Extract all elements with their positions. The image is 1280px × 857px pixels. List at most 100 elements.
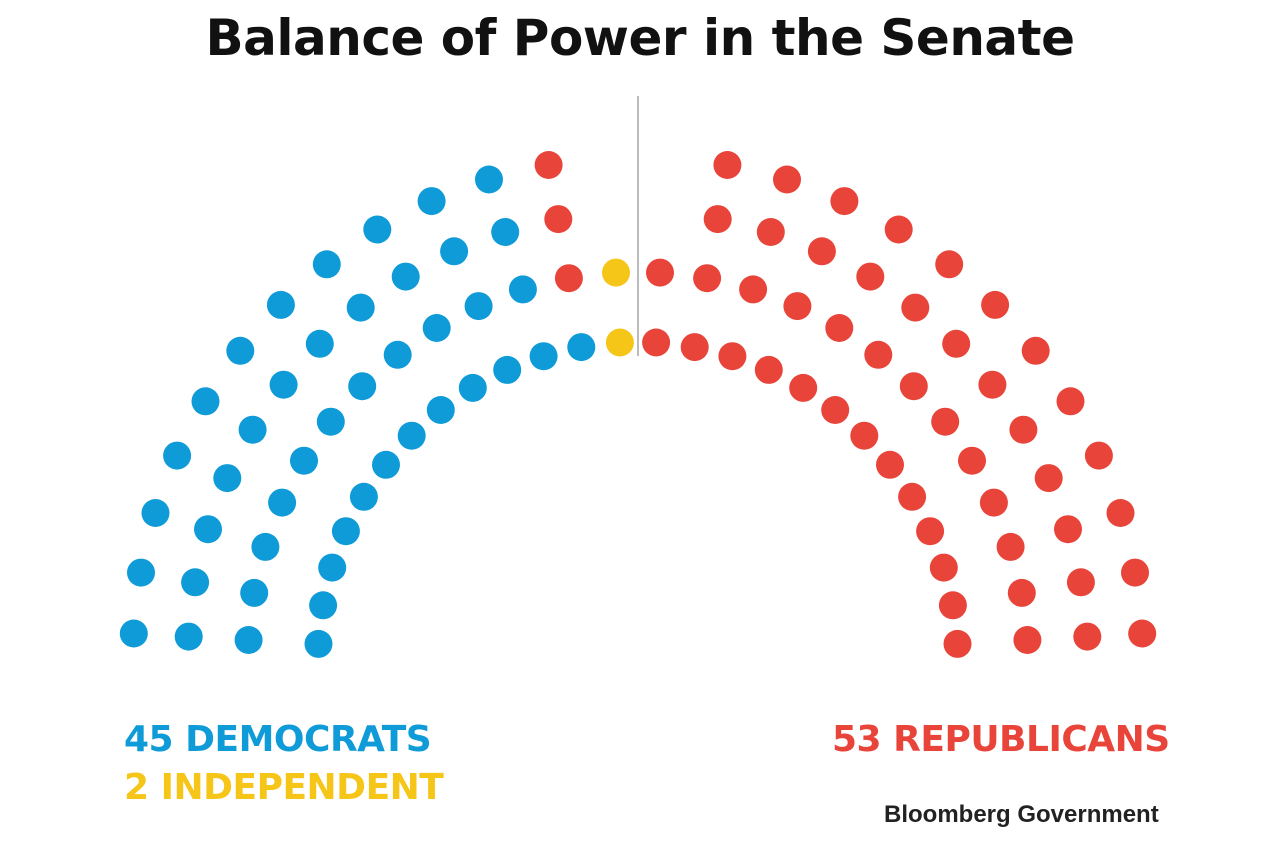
republican-seat — [1066, 568, 1095, 597]
democrat-seat — [141, 499, 170, 527]
republican-seat — [554, 264, 583, 293]
democrat-seat — [397, 421, 426, 450]
democrat-seat — [363, 215, 392, 244]
republican-seat — [938, 591, 967, 620]
democrat-seat — [312, 250, 341, 279]
democrat-seat — [491, 218, 520, 246]
democrat-seat — [422, 314, 451, 342]
republican-seat — [1073, 622, 1102, 651]
democrat-seat — [266, 290, 295, 319]
republican-seat — [876, 450, 904, 479]
republican-seat — [646, 258, 674, 287]
democrat-seat — [305, 329, 334, 358]
republican-seat — [864, 340, 893, 369]
republican-seat — [713, 151, 742, 179]
republican-seat — [544, 205, 573, 234]
republican-seat — [935, 250, 964, 279]
republican-seat — [680, 333, 709, 362]
republican-seat — [958, 446, 986, 475]
republican-seat — [929, 553, 958, 582]
democrat-seat — [331, 517, 360, 546]
democrat-seat — [475, 165, 503, 194]
republican-seat — [783, 292, 812, 321]
republican-seat — [1056, 387, 1085, 416]
republican-seat — [1007, 578, 1036, 607]
democrat-seat — [309, 591, 338, 620]
source-credit: Bloomberg Government — [884, 801, 1159, 828]
republican-seat — [901, 293, 930, 322]
democrat-seat — [348, 372, 377, 401]
democrat-seat — [251, 532, 280, 561]
republican-seat — [978, 370, 1007, 399]
republican-seat — [1084, 441, 1113, 470]
chart-title: Balance of Power in the Senate — [205, 9, 1075, 67]
republican-seat — [825, 314, 854, 342]
democrat-seat — [417, 187, 446, 216]
republican-seat — [756, 218, 785, 246]
republican-seat — [1034, 464, 1063, 493]
democrat-seat — [174, 622, 203, 651]
republican-seat — [830, 187, 859, 216]
democrat-seat — [238, 415, 267, 444]
democrat-seat — [163, 441, 192, 470]
democrat-seat — [529, 342, 558, 371]
republican-seat — [931, 407, 960, 436]
democrat-seat — [426, 396, 455, 424]
republicans-label: 53 REPUBLICANS — [832, 719, 1170, 760]
republican-seat — [1128, 619, 1157, 648]
republican-seat — [916, 517, 945, 546]
democrat-seat — [349, 482, 378, 511]
democrat-seat — [304, 629, 333, 658]
republican-seat — [1121, 558, 1149, 587]
independent-seat — [602, 258, 630, 287]
republican-seat — [1054, 515, 1082, 544]
republican-seat — [1009, 415, 1038, 444]
democrat-seat — [383, 340, 412, 369]
democrat-seat — [316, 407, 345, 436]
democrat-seat — [318, 553, 347, 582]
republican-seat — [739, 275, 768, 304]
republican-seat — [807, 237, 836, 266]
republican-seat — [718, 342, 747, 371]
republican-seat — [884, 215, 913, 244]
republican-seat — [898, 482, 927, 511]
republican-seat — [1013, 626, 1042, 654]
democrat-seat — [234, 626, 263, 654]
democrat-seat — [508, 275, 537, 304]
democrat-seat — [194, 515, 222, 544]
democrat-seat — [191, 387, 220, 416]
democrats-label: 45 DEMOCRATS — [124, 719, 432, 760]
democrat-seat — [493, 355, 522, 384]
republican-seat — [642, 328, 671, 357]
democrat-seat — [119, 619, 148, 648]
democrat-seat — [458, 373, 487, 402]
republican-seat — [693, 264, 722, 293]
republican-seat — [979, 488, 1008, 517]
democrat-seat — [127, 558, 155, 587]
independent-label: 2 INDEPENDENT — [124, 767, 444, 808]
democrat-seat — [181, 568, 210, 597]
democrat-seat — [290, 446, 318, 475]
republican-seat — [899, 372, 928, 401]
republican-seat — [996, 532, 1025, 561]
republican-seat — [821, 396, 850, 424]
republican-seat — [1021, 336, 1050, 365]
democrat-seat — [346, 293, 375, 322]
democrat-seat — [391, 262, 420, 291]
democrat-seat — [240, 578, 269, 607]
republican-seat — [856, 262, 885, 291]
democrat-seat — [440, 237, 469, 266]
democrat-seat — [567, 333, 596, 362]
republican-seat — [754, 355, 783, 384]
democrat-seat — [226, 336, 255, 365]
republican-seat — [1106, 499, 1135, 527]
republican-seat — [534, 151, 563, 179]
democrat-seat — [213, 464, 242, 493]
republican-seat — [981, 290, 1010, 319]
democrat-seat — [372, 450, 400, 479]
republican-seat — [773, 165, 801, 194]
republican-seat — [789, 373, 818, 402]
democrat-seat — [269, 370, 298, 399]
